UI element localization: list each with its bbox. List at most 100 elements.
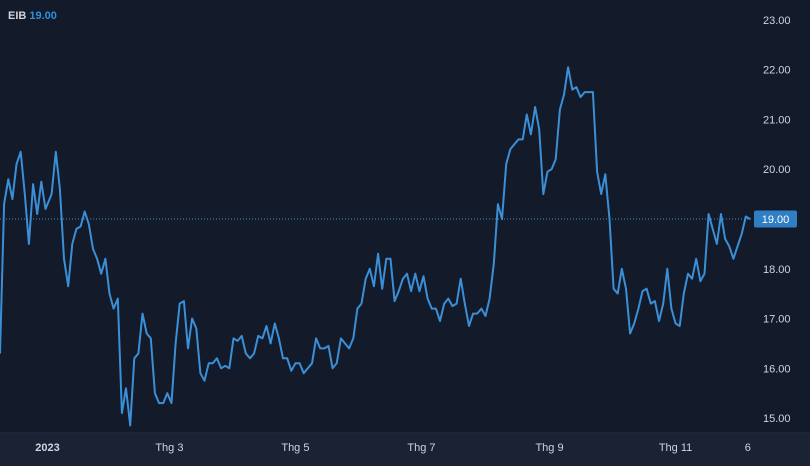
data-point — [67, 285, 69, 287]
data-point — [737, 245, 738, 247]
data-point — [505, 163, 507, 165]
data-point — [212, 362, 214, 364]
data-point — [493, 263, 495, 265]
data-point — [191, 318, 193, 319]
data-point — [36, 213, 38, 215]
legend: EIB 19.00 — [8, 10, 57, 22]
data-point — [530, 133, 532, 135]
data-point — [311, 362, 313, 364]
data-point — [365, 278, 367, 280]
data-point — [187, 347, 189, 349]
data-point — [464, 303, 466, 305]
data-point — [625, 288, 627, 290]
data-point — [40, 181, 42, 183]
data-point — [563, 94, 565, 96]
data-point — [245, 352, 247, 354]
y-tick-label: 21.00 — [763, 114, 791, 126]
data-point — [133, 357, 135, 359]
data-point — [559, 109, 561, 110]
data-point — [71, 243, 73, 245]
data-point — [261, 337, 263, 339]
last-value-label: 19.00 — [29, 10, 57, 22]
data-point — [113, 308, 115, 310]
data-point — [171, 402, 172, 404]
price-label-group: 19.00 — [754, 210, 797, 228]
data-point — [571, 89, 573, 91]
data-point — [11, 198, 13, 200]
x-tick-label: Thg 5 — [281, 442, 309, 454]
data-point — [447, 298, 449, 300]
data-point — [92, 248, 94, 250]
data-point — [290, 370, 292, 372]
data-point — [286, 357, 288, 359]
data-point — [228, 367, 230, 369]
time-axis-strip — [0, 433, 810, 466]
data-point — [373, 285, 375, 287]
data-point — [542, 193, 544, 195]
data-point — [431, 308, 433, 310]
data-point — [75, 228, 77, 230]
data-point — [154, 392, 156, 394]
data-point — [670, 308, 672, 310]
data-point — [32, 183, 34, 185]
data-point — [613, 288, 615, 290]
data-point — [369, 268, 371, 270]
data-point — [16, 163, 17, 165]
data-point — [617, 293, 619, 295]
data-point — [584, 91, 586, 93]
data-point — [741, 233, 743, 235]
data-point — [683, 293, 685, 295]
x-tick-label: Thg 9 — [535, 442, 563, 454]
data-point — [249, 357, 251, 359]
data-point — [51, 193, 53, 195]
data-point — [547, 171, 548, 173]
data-point — [24, 193, 26, 195]
data-point — [166, 392, 168, 394]
x-tick-label: 6 — [745, 442, 751, 454]
data-point — [59, 188, 61, 190]
data-point — [121, 412, 123, 414]
data-point — [604, 173, 606, 175]
data-point — [580, 96, 581, 98]
data-point — [328, 345, 329, 347]
data-point — [402, 278, 404, 280]
data-point — [299, 362, 301, 364]
y-axis: 15.00 16.00 17.00 18.00 20.00 21.00 22.00 23.00 — [763, 15, 791, 425]
data-point — [55, 151, 57, 153]
data-point — [237, 340, 239, 342]
data-point — [398, 290, 400, 292]
data-point — [129, 425, 131, 426]
data-point — [142, 313, 143, 315]
data-point — [724, 238, 726, 240]
data-point — [253, 352, 255, 354]
data-point — [650, 303, 652, 305]
data-point — [662, 303, 664, 305]
data-point — [720, 213, 722, 215]
data-point — [575, 86, 577, 88]
data-point — [208, 362, 210, 364]
data-point — [592, 91, 594, 93]
data-point — [199, 372, 201, 374]
y-tick-label: 18.00 — [763, 264, 791, 276]
data-point — [406, 273, 408, 275]
data-point — [646, 288, 648, 290]
data-point — [621, 268, 623, 270]
data-point — [501, 218, 503, 220]
data-point — [150, 337, 152, 339]
data-point — [45, 208, 46, 210]
data-point — [377, 253, 379, 255]
data-point — [555, 158, 557, 160]
data-point — [319, 347, 321, 349]
data-point — [435, 308, 437, 310]
data-point — [241, 335, 243, 337]
data-point — [712, 228, 714, 230]
price-points — [0, 66, 751, 426]
data-point — [344, 342, 346, 344]
data-point — [588, 91, 590, 93]
data-point — [233, 337, 234, 339]
data-point — [390, 258, 391, 260]
data-point — [679, 325, 681, 327]
